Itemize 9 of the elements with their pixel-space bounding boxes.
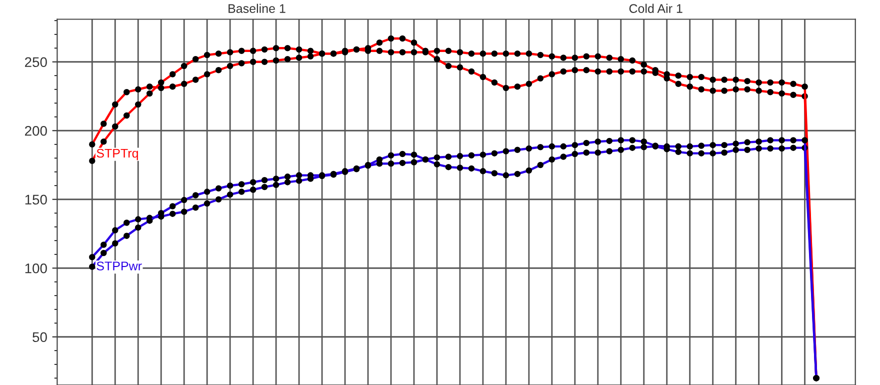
text: Cold Air 1 [629, 4, 682, 13]
text: Baseline 1 [228, 4, 286, 13]
y-tick-label: 200 [25, 126, 47, 136]
series-label: STPTrq [96, 148, 138, 160]
y-tick-label: 50 [32, 332, 47, 342]
series-label: STPPwr [96, 262, 142, 270]
y-tick-label: 100 [25, 263, 47, 274]
y-tick-label: 150 [25, 194, 47, 205]
y-tick-label: 250 [25, 57, 47, 68]
